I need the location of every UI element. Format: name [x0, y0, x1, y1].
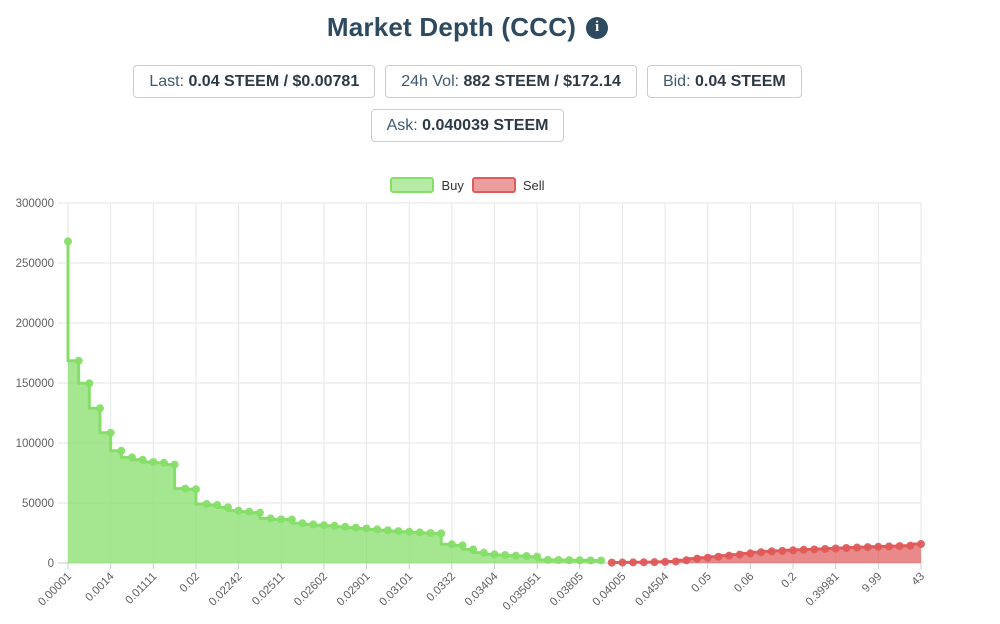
svg-text:0.0332: 0.0332	[425, 571, 458, 604]
title-row: Market Depth (CCC) i	[0, 12, 935, 43]
market-depth-chart[interactable]: 0 50000 100000 150000 200000 250000 300000 0.00…	[0, 194, 1000, 624]
page-title: Market Depth (CCC)	[326, 12, 577, 42]
svg-text:250000: 250000	[16, 258, 54, 270]
legend-item-sell[interactable]: Sell	[471, 177, 545, 193]
info-icon[interactable]: i	[586, 16, 609, 39]
y-gridlines	[58, 202, 921, 504]
svg-text:0.0014: 0.0014	[83, 570, 117, 604]
buy-markers	[64, 237, 606, 565]
svg-text:43: 43	[910, 571, 928, 589]
svg-text:0.02602: 0.02602	[292, 571, 330, 609]
buy-area	[68, 241, 602, 563]
svg-text:9.99: 9.99	[860, 571, 884, 595]
svg-text:0.06: 0.06	[732, 571, 756, 595]
svg-text:0.03101: 0.03101	[377, 571, 415, 609]
svg-text:0.39981: 0.39981	[804, 571, 842, 609]
sell-series[interactable]	[607, 540, 925, 567]
ask-box: Ask: 0.040039 STEEM	[370, 109, 565, 142]
svg-text:150000: 150000	[16, 378, 54, 390]
svg-text:0.02901: 0.02901	[335, 571, 373, 609]
y-axis-labels: 0 50000 100000 150000 200000 250000 300000	[16, 198, 54, 570]
volume-box: 24h Vol: 882 STEEM / $172.14	[385, 65, 637, 98]
svg-text:0.04504: 0.04504	[633, 570, 671, 608]
svg-text:0.02511: 0.02511	[250, 571, 287, 608]
ask-value: 0.040039 STEEM	[422, 117, 549, 134]
svg-text:0.2: 0.2	[779, 571, 799, 591]
bid-value: 0.04 STEEM	[694, 73, 786, 90]
last-price-value: 0.04 STEEM / $0.00781	[188, 73, 360, 90]
svg-text:0.01111: 0.01111	[123, 571, 159, 607]
svg-text:0.00001: 0.00001	[36, 571, 74, 609]
svg-text:100000: 100000	[16, 438, 54, 450]
svg-text:0.02242: 0.02242	[207, 571, 245, 609]
x-axis-labels: 0.00001 0.0014 0.01111 0.02 0.02242 0.02511 0.…	[36, 570, 927, 613]
sell-swatch-icon	[471, 177, 516, 193]
sell-markers	[607, 540, 925, 567]
last-price-label: Last:	[149, 73, 184, 90]
svg-text:0.035051: 0.035051	[501, 571, 543, 613]
last-price-box: Last: 0.04 STEEM / $0.00781	[133, 65, 376, 98]
ask-label: Ask:	[386, 117, 418, 134]
volume-value: 882 STEEM / $172.14	[463, 73, 621, 90]
svg-text:50000: 50000	[22, 498, 54, 510]
svg-text:0.05: 0.05	[690, 571, 714, 595]
svg-text:200000: 200000	[16, 318, 54, 330]
bid-label: Bid:	[662, 73, 691, 90]
svg-text:300000: 300000	[16, 198, 54, 210]
bid-box: Bid: 0.04 STEEM	[646, 65, 802, 98]
x-axis	[58, 562, 922, 569]
buy-swatch-icon	[390, 177, 435, 193]
chart-legend: Buy Sell	[0, 177, 935, 193]
stats-row: Last: 0.04 STEEM / $0.00781 24h Vol: 882…	[0, 65, 935, 98]
svg-text:0.03805: 0.03805	[548, 571, 586, 609]
svg-text:0: 0	[48, 558, 54, 570]
ask-row: Ask: 0.040039 STEEM	[0, 109, 935, 142]
svg-text:0.02: 0.02	[178, 571, 202, 595]
volume-label: 24h Vol:	[401, 73, 460, 90]
svg-text:0.04005: 0.04005	[591, 571, 629, 609]
buy-legend-label: Buy	[441, 177, 464, 193]
buy-series[interactable]	[64, 237, 606, 565]
sell-legend-label: Sell	[522, 177, 545, 193]
svg-text:0.03404: 0.03404	[463, 570, 501, 608]
legend-item-buy[interactable]: Buy	[390, 177, 464, 193]
market-depth-panel: Market Depth (CCC) i Last: 0.04 STEEM / …	[0, 0, 935, 193]
